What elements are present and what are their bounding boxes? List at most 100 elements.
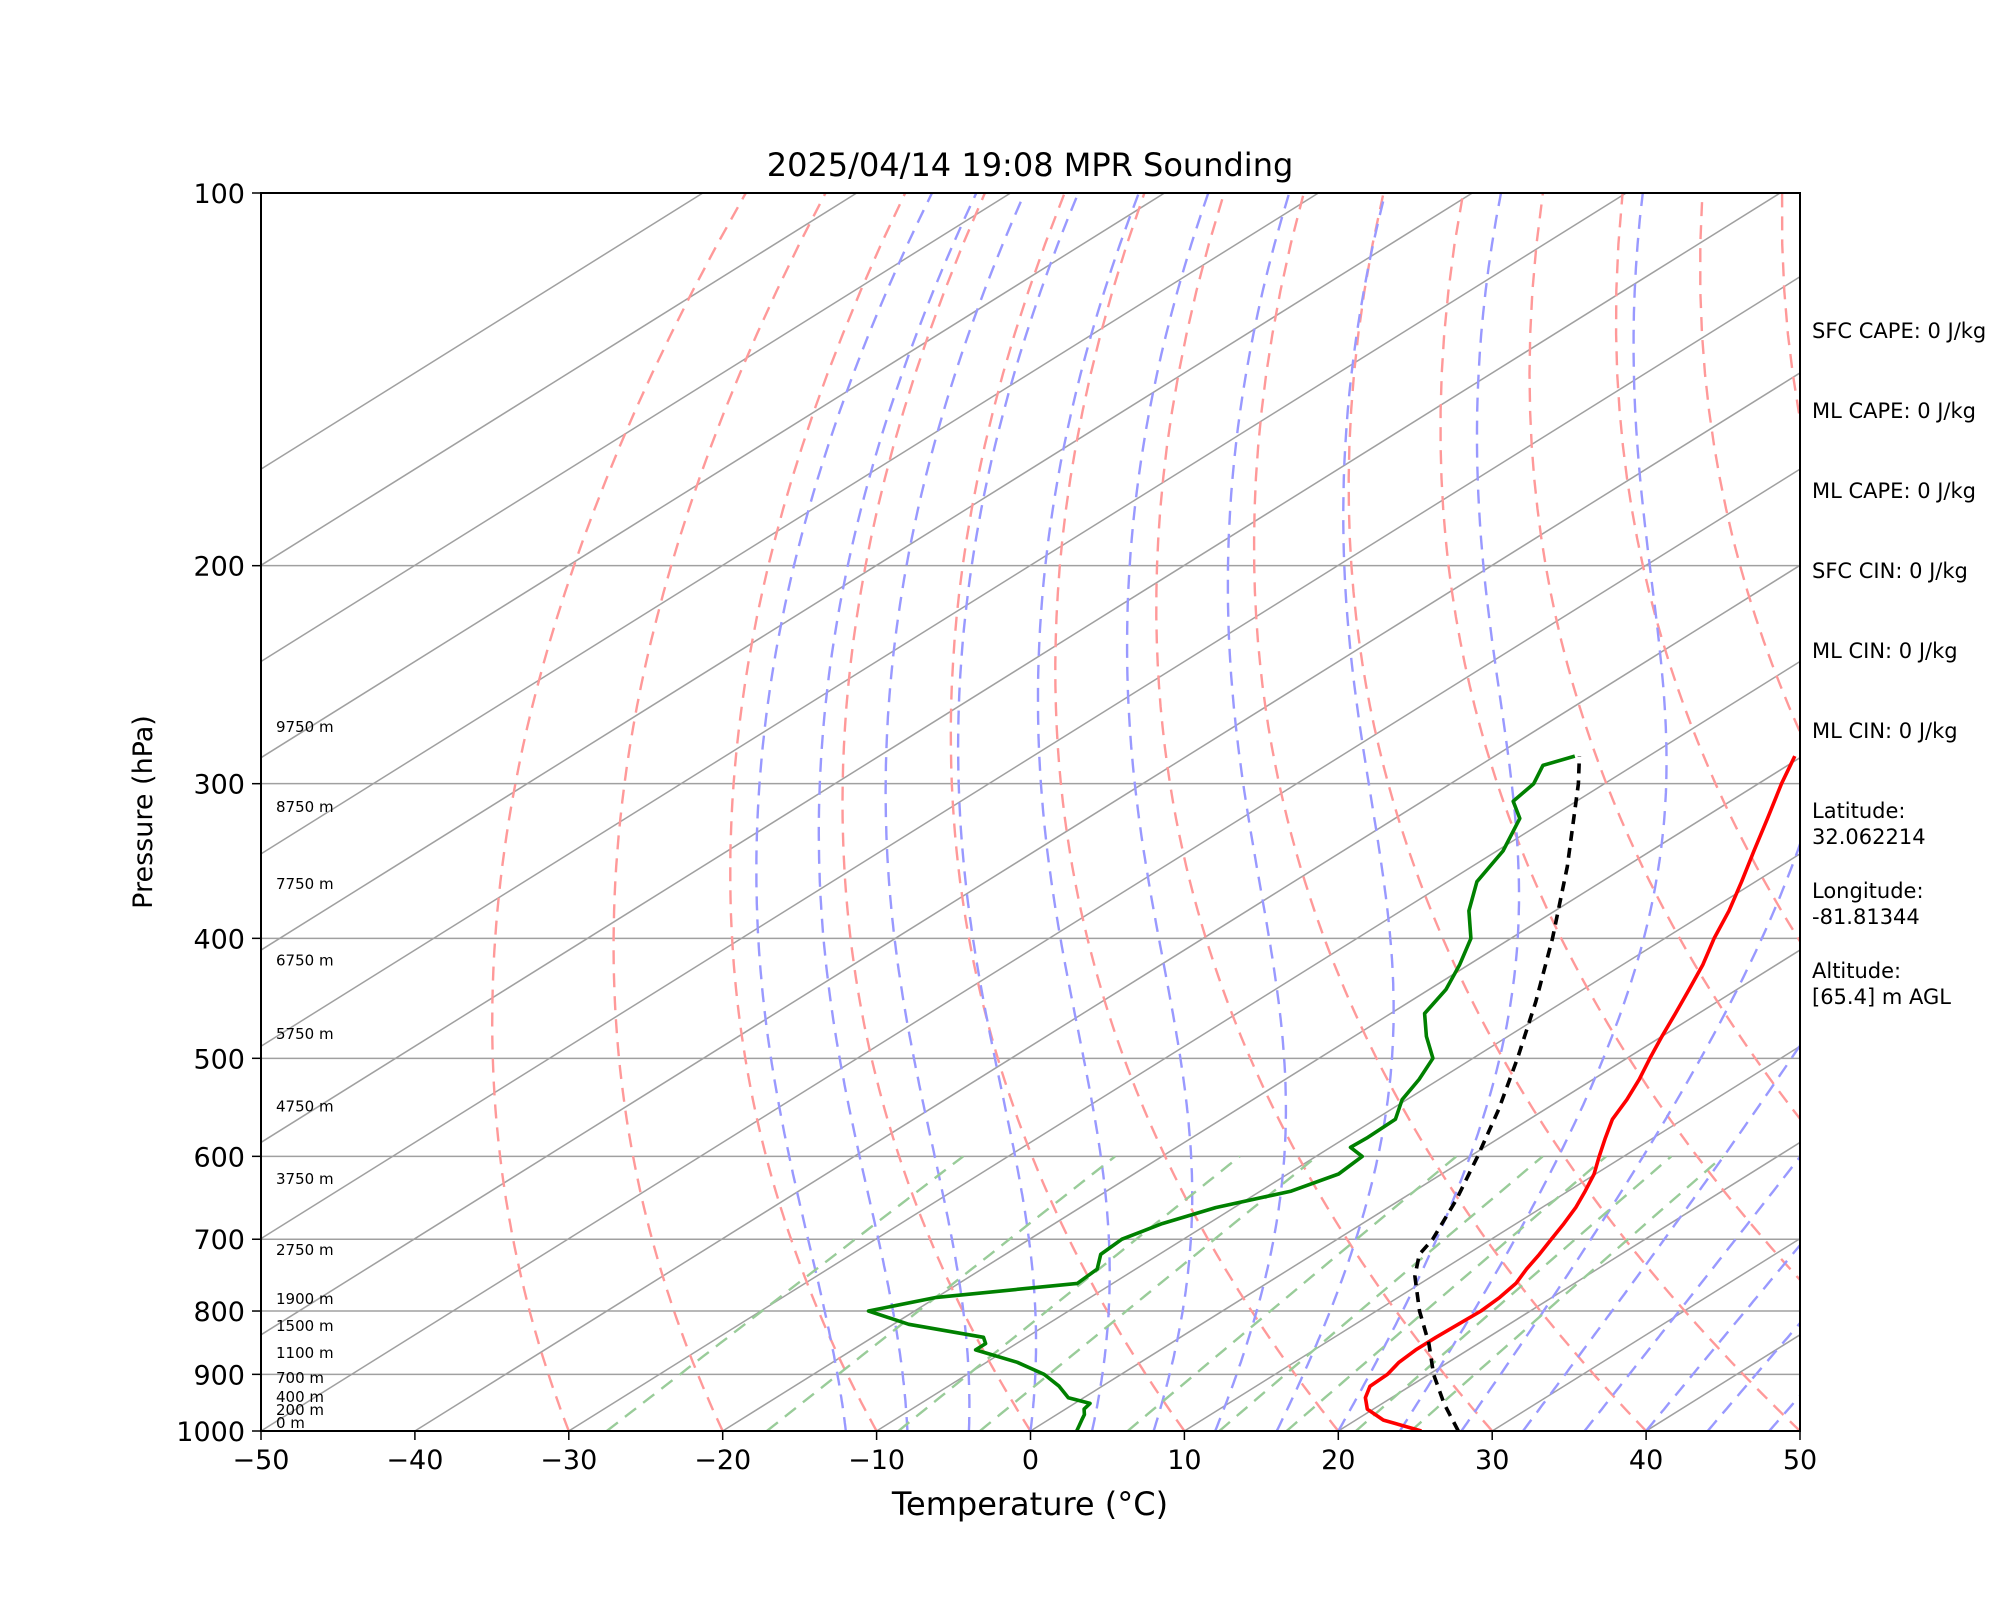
x-tick-label: −20 [694, 1445, 751, 1476]
x-tick-label: 30 [1475, 1445, 1509, 1476]
isotherm-line [1337, 1141, 1800, 1431]
dry-adiabat-line [1054, 193, 1340, 1431]
mixing-ratio-line [606, 1155, 964, 1431]
y-tick-label: 800 [193, 1297, 245, 1328]
stat-text: ML CAPE: 0 J/kg [1812, 399, 1977, 423]
height-label: 4750 m [276, 1097, 334, 1115]
y-axis-ticks: 100 200 300 400 500 600 700 800 900 1000 [176, 179, 261, 1448]
height-label: 7750 m [276, 875, 334, 893]
stat-text: ML CIN: 0 J/kg [1812, 719, 1958, 743]
moist-adiabat-line [1036, 193, 1140, 1431]
height-label: 700 m [276, 1369, 324, 1387]
chart-title: 2025/04/14 19:08 MPR Sounding [767, 146, 1294, 184]
height-label: 9750 m [276, 718, 334, 736]
dry-adiabat-line [1155, 193, 1494, 1431]
stat-text: ML CAPE: 0 J/kg [1812, 479, 1977, 503]
stat-text: Longitude: [1812, 879, 1924, 903]
stat-text: -81.81344 [1812, 905, 1920, 929]
isotherm-line [876, 852, 1800, 1431]
y-tick-label: 900 [193, 1360, 245, 1391]
isotherm-line [261, 275, 1800, 1240]
height-label: 1500 m [276, 1317, 334, 1335]
y-tick-label: 500 [193, 1044, 245, 1075]
stat-text: 32.062214 [1812, 825, 1926, 849]
isotherm-line [261, 193, 1165, 759]
isotherm-line [261, 193, 1319, 855]
dry-adiabat-line [490, 193, 747, 1431]
x-tick-label: −10 [848, 1445, 905, 1476]
mixing-ratio-line [979, 1155, 1318, 1431]
isotherm-line [261, 193, 1473, 951]
mixing-ratio-line [1218, 1155, 1544, 1431]
x-tick-label: −50 [233, 1445, 290, 1476]
moist-adiabat-line [1125, 193, 1210, 1431]
moist-adiabat-line [884, 193, 1026, 1431]
stat-text: Altitude: [1812, 959, 1902, 983]
isotherm-line [261, 193, 1781, 1144]
stat-text: SFC CAPE: 0 J/kg [1812, 319, 1987, 343]
isotherm-line [1030, 949, 1800, 1431]
y-tick-label: 1000 [176, 1417, 245, 1448]
height-label: 6750 m [276, 951, 334, 969]
dry-adiabat-line [1528, 193, 1800, 1121]
stat-item: Longitude: -81.81344 [1812, 878, 2000, 958]
y-tick-label: 200 [193, 552, 245, 583]
isotherm-line [261, 193, 704, 471]
moist-adiabat-line [817, 193, 978, 1431]
dry-adiabat-line [729, 193, 907, 1431]
y-tick-label: 100 [193, 179, 245, 210]
stat-text: [65.4] m AGL [1812, 985, 1951, 1009]
isotherm-line [414, 564, 1800, 1431]
height-label: 0 m [276, 1414, 305, 1432]
moist-adiabat-line [956, 193, 1080, 1431]
mixing-ratio-line [1285, 1155, 1607, 1431]
temperature-line [1363, 755, 1797, 1431]
mixing-ratio-line [1410, 1155, 1724, 1431]
dry-adiabat-line [1347, 193, 1800, 1431]
moist-adiabat-line [1214, 193, 1291, 1431]
mixing-ratio-line [1355, 1155, 1673, 1431]
isotherm-line [261, 193, 1627, 1048]
stat-item: Altitude: [65.4] m AGL [1812, 958, 2000, 1038]
height-label: 5750 m [276, 1025, 334, 1043]
y-tick-label: 300 [193, 770, 245, 801]
stat-item: Latitude: 32.062214 [1812, 798, 2000, 878]
y-tick-label: 600 [193, 1142, 245, 1173]
moist-adiabat-line [1275, 193, 1395, 1431]
isotherm-line [261, 372, 1800, 1336]
isotherm-line [261, 193, 858, 567]
height-label: 200 m [276, 1401, 324, 1419]
stat-item: ML CIN: 0 J/kg [1812, 638, 2000, 718]
stat-item: SFC CIN: 0 J/kg [1812, 558, 2000, 638]
y-tick-label: 400 [193, 924, 245, 955]
isotherm-line [722, 756, 1800, 1431]
moist-adiabat-line [1337, 193, 1521, 1431]
isotherm-line [261, 193, 1011, 663]
dry-adiabat-line [612, 193, 827, 1431]
stat-item: ML CIN: 0 J/kg [1812, 718, 2000, 798]
isotherm-line [1184, 1045, 1800, 1431]
y-tick-label: 700 [193, 1225, 245, 1256]
isotherm-line [261, 468, 1800, 1431]
x-tick-label: 0 [1022, 1445, 1039, 1476]
mixing-ratio-line [897, 1155, 1241, 1431]
dry-adiabat-line [1439, 193, 1800, 1282]
dewpoint-line [866, 754, 1576, 1431]
x-axis-label: Temperature (°C) [891, 1485, 1168, 1523]
profile-lines [866, 754, 1797, 1431]
stat-text: ML CIN: 0 J/kg [1812, 639, 1958, 663]
x-tick-label: 50 [1783, 1445, 1817, 1476]
dry-adiabat-line [841, 193, 1032, 1431]
mixing-ratio-line [766, 1155, 1116, 1431]
background-lines [261, 193, 1800, 1431]
x-tick-label: −40 [386, 1445, 443, 1476]
moist-adiabat-line [1522, 1043, 1800, 1431]
mixing-ratio-line [1126, 1155, 1458, 1431]
stats-panel: SFC CAPE: 0 J/kg ML CAPE: 0 J/kg ML CAPE: … [1812, 318, 2000, 1038]
height-label: 400 m [276, 1388, 324, 1406]
moist-adiabat-line [1398, 193, 1668, 1431]
height-label: 2750 m [276, 1241, 334, 1259]
x-tick-label: −30 [540, 1445, 597, 1476]
